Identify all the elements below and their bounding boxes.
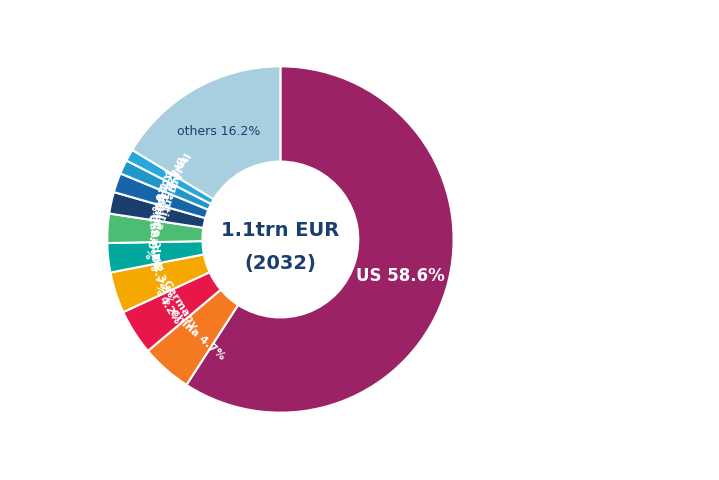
Text: France 2.7%: France 2.7%: [147, 193, 162, 270]
Wedge shape: [120, 161, 211, 210]
Text: UK 3.8%: UK 3.8%: [148, 252, 174, 305]
Text: (2032): (2032): [244, 253, 316, 272]
Wedge shape: [127, 151, 214, 204]
Text: 1.1trn EUR: 1.1trn EUR: [221, 220, 339, 239]
Wedge shape: [123, 273, 221, 351]
Text: Australia 2.0%: Australia 2.0%: [143, 168, 173, 259]
Text: Italy 1.1%: Italy 1.1%: [151, 149, 191, 209]
Text: others 16.2%: others 16.2%: [177, 124, 260, 137]
Wedge shape: [109, 192, 206, 228]
Text: China 4.7%: China 4.7%: [168, 307, 227, 361]
Text: Germany
4.2%: Germany 4.2%: [150, 278, 198, 336]
Wedge shape: [107, 241, 204, 273]
Text: Brazil 1.3%: Brazil 1.3%: [147, 154, 186, 221]
Text: Canada 2.7%: Canada 2.7%: [146, 213, 165, 294]
Wedge shape: [107, 214, 203, 243]
Wedge shape: [186, 67, 454, 413]
Wedge shape: [148, 290, 238, 385]
Text: Argentina
1.8%: Argentina 1.8%: [142, 166, 182, 231]
Wedge shape: [111, 255, 210, 312]
Wedge shape: [132, 67, 280, 200]
Text: US 58.6%: US 58.6%: [357, 266, 445, 285]
Wedge shape: [114, 174, 209, 219]
